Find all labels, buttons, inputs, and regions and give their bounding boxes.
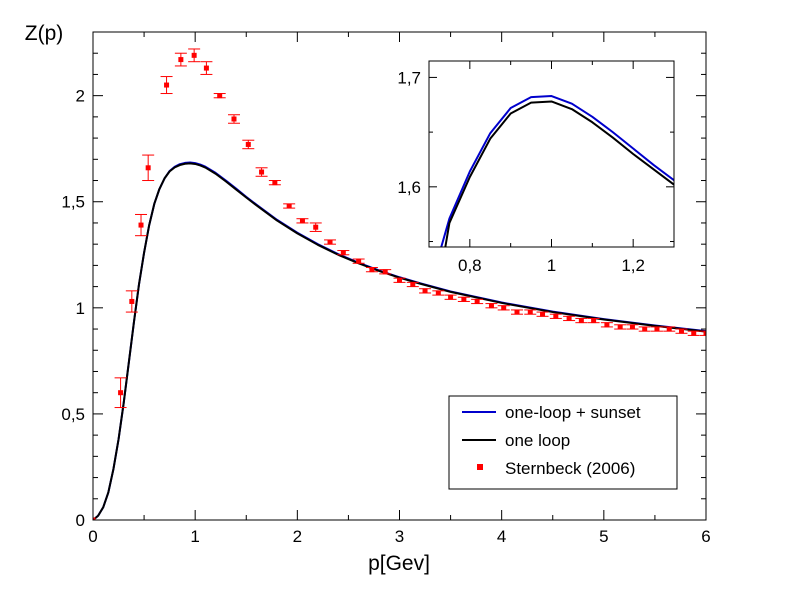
legend: one-loop + sunset one loop Sternbeck (20… [448,395,678,490]
data-point [461,296,467,302]
data-point [231,116,237,122]
inset-background [429,61,674,247]
x-tick-label: 0 [88,527,97,546]
data-point [566,315,572,321]
y-tick-label: 1 [76,299,85,318]
data-point [259,169,265,175]
data-point [340,250,346,256]
y-tick-label: 1,6 [397,178,421,197]
inset-series-line-one-loop-sunset [440,95,674,247]
data-point [299,218,305,224]
data-point [93,517,96,520]
data-point [448,294,454,300]
x-axis-label: p[Gev] [368,552,430,575]
data-point [356,258,362,264]
main-series-line-one-loop [93,162,706,520]
x-tick-label: 6 [701,527,710,546]
data-point [422,288,428,294]
x-tick-label: 3 [395,527,404,546]
data-point [691,330,697,336]
data-point [642,326,648,332]
data-point [178,57,184,63]
x-tick-label: 5 [599,527,608,546]
x-tick-label: 1,2 [621,256,645,275]
data-point [369,267,375,273]
data-point [540,311,546,317]
inset-series-layer [440,95,674,247]
main-ticks-layer: 0 1 2 3 4 5 6 0 0,5 1 1,5 2 [61,32,711,546]
y-tick-label: 2 [76,87,85,106]
data-point [313,224,319,230]
legend-label-one-loop: one loop [505,431,570,450]
data-point [327,239,333,245]
data-point [678,328,684,334]
inset-ticks-layer: 0,8 1 1,2 1,6 1,7 [397,61,675,275]
data-point [435,290,441,296]
data-point [397,277,402,283]
data-point [527,309,533,315]
data-point [138,222,144,228]
data-point [245,141,251,147]
x-tick-label: 1 [190,527,199,546]
data-point [203,65,209,71]
legend-label-one-loop-sunset: one-loop + sunset [505,403,641,422]
legend-swatch-sternbeck [477,464,483,470]
data-point [474,298,480,304]
data-point [164,82,170,88]
data-point [410,281,416,287]
data-point [217,93,223,99]
data-point [488,303,494,309]
y-axis-label: Z(p) [25,22,64,45]
data-point [272,180,278,186]
data-point [666,326,672,332]
inset-series-line-one-loop [444,100,674,247]
data-point [654,326,660,332]
y-tick-label: 0 [76,511,85,530]
y-tick-label: 1,5 [61,193,85,212]
data-point [191,52,197,58]
x-tick-label: 2 [293,527,302,546]
data-point [129,298,135,304]
data-point [501,305,507,311]
data-point [578,318,584,324]
x-tick-label: 0,8 [458,256,482,275]
main-series-layer [93,48,706,520]
data-point [617,324,623,330]
data-point [553,313,559,319]
data-point [118,390,124,396]
main-plot: 0 1 2 3 4 5 6 0 0,5 1 1,5 2 Z(p) p[Gev] [25,22,711,575]
data-point [382,269,388,275]
data-point [604,322,610,328]
data-point [591,318,597,324]
y-tick-label: 1,7 [397,68,421,87]
x-tick-label: 1 [547,256,556,275]
legend-label-sternbeck: Sternbeck (2006) [505,459,635,478]
data-point [145,165,151,171]
main-series-sternbeck-2006 [93,48,706,520]
inset-plot: 0,8 1 1,2 1,6 1,7 [397,60,675,275]
data-point [514,309,520,315]
data-point [629,324,635,330]
data-point [703,330,706,336]
x-tick-label: 4 [497,527,506,546]
data-point [286,203,292,209]
y-tick-label: 0,5 [61,405,85,424]
